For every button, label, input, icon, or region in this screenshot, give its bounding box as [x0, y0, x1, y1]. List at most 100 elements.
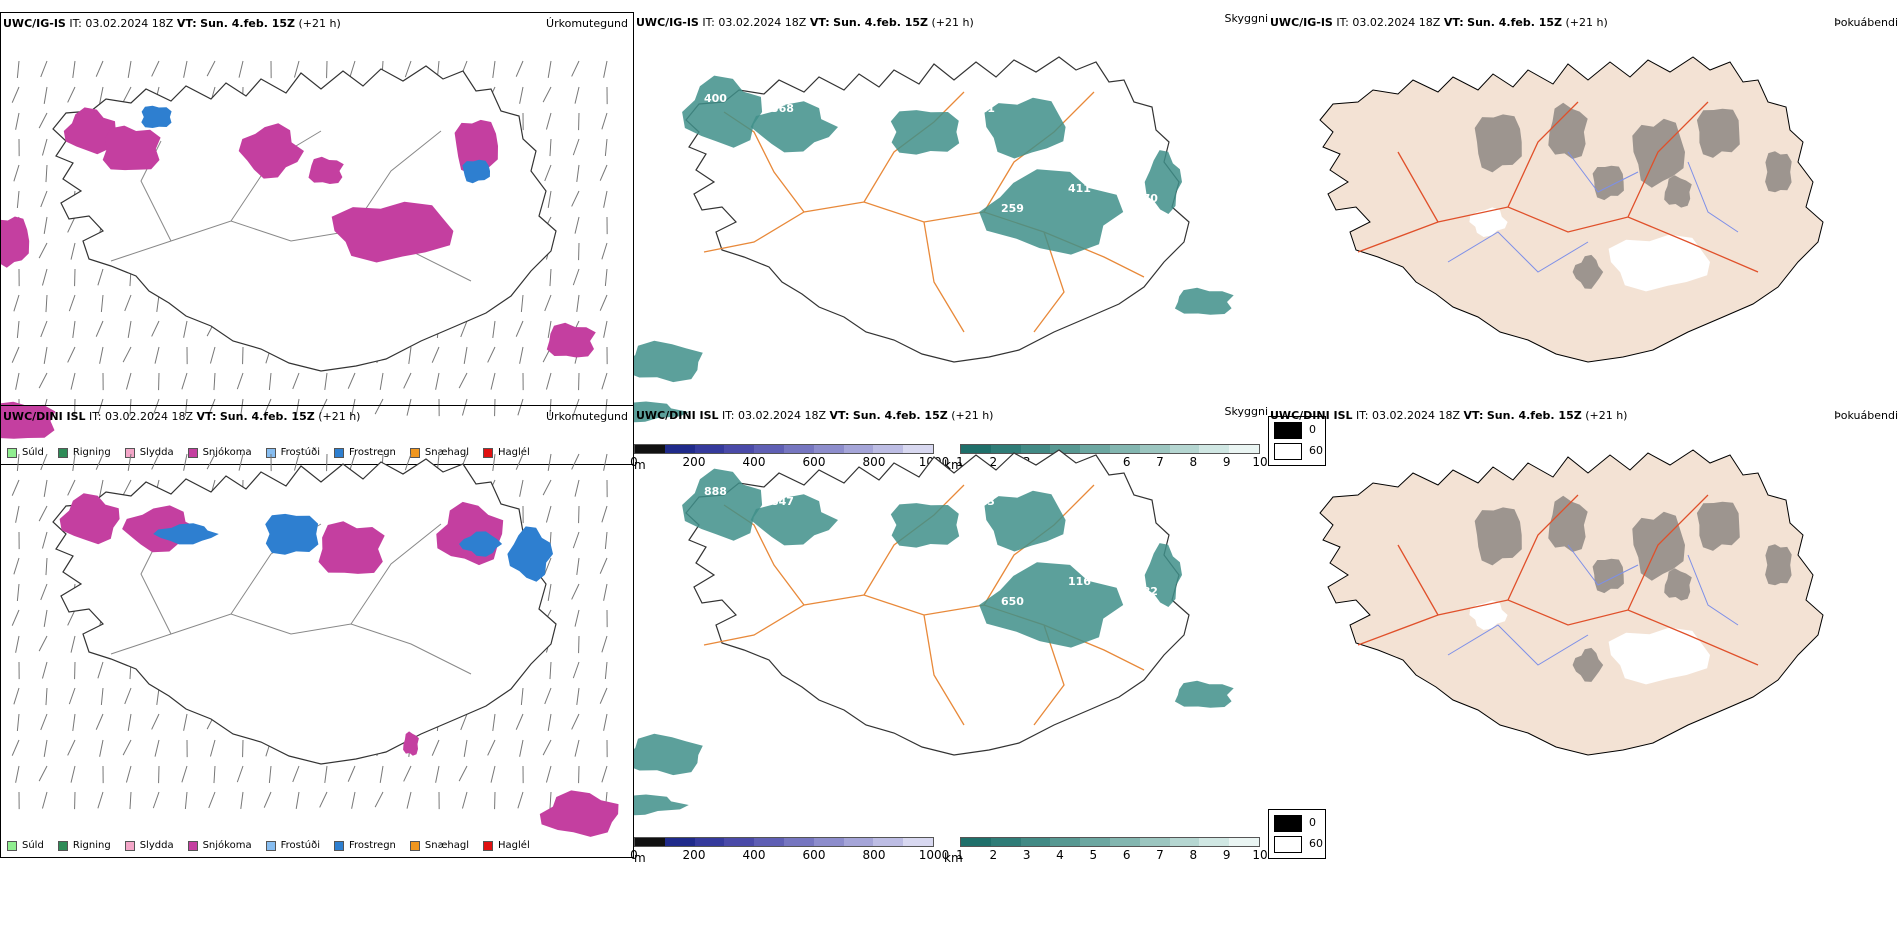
- wind-barb: [549, 268, 552, 287]
- wind-barb: [95, 60, 104, 77]
- wind-barb: [67, 216, 76, 233]
- scale-tick-label: 1: [956, 848, 964, 862]
- wind-barb: [601, 242, 608, 260]
- wind-barb: [124, 294, 132, 312]
- low-visibility-area: [890, 110, 960, 155]
- wind-barb: [404, 60, 412, 78]
- wind-barb: [349, 60, 356, 78]
- scale-cell: [903, 445, 933, 453]
- fog-index-cell: [1572, 254, 1604, 289]
- forecast-row: UWC/IG-IS IT: 03.02.2024 18Z VT: Sun. 4.…: [0, 12, 1900, 482]
- wind-barb: [520, 294, 524, 313]
- panel-title: UWC/DINI ISL IT: 03.02.2024 18Z VT: Sun.…: [3, 410, 361, 423]
- wind-barb: [599, 164, 608, 181]
- wind-barb: [603, 453, 608, 471]
- low-visibility-area: [979, 562, 1124, 648]
- cloud-base-label: 847: [771, 495, 794, 508]
- panel-title: UWC/IG-IS IT: 03.02.2024 18Z VT: Sun. 4.…: [3, 17, 341, 30]
- wind-barb: [18, 268, 20, 287]
- wind-barb: [97, 791, 104, 809]
- precip-area: [265, 513, 319, 555]
- wind-barb: [16, 453, 20, 472]
- wind-barb: [186, 739, 188, 758]
- scale-cell: [1020, 838, 1051, 846]
- cloud-base-label: 186: [1106, 137, 1129, 150]
- scale-tick-label: 10: [1252, 848, 1268, 862]
- cloud-base-label: 933: [972, 495, 995, 508]
- wind-barb: [603, 60, 608, 78]
- scale-tick-label: 8: [1189, 848, 1198, 862]
- wind-barb: [238, 60, 244, 78]
- wind-barb: [599, 557, 608, 574]
- wind-barb: [606, 609, 608, 628]
- scale-tick-label: 1: [956, 455, 964, 469]
- wind-barb: [41, 268, 48, 286]
- lead-time: (+21 h): [1565, 16, 1608, 29]
- wind-barb: [547, 453, 552, 471]
- wind-barb: [208, 791, 216, 809]
- scale-cell: [664, 445, 695, 453]
- scale-tick-label: 5: [1089, 848, 1098, 862]
- legend-item: Snæhagl: [409, 447, 470, 458]
- valid-time: Sun. 4.feb. 15Z: [852, 409, 948, 422]
- legend-swatch: [187, 840, 198, 851]
- init-time: 03.02.2024 18Z: [1352, 16, 1441, 29]
- fog-index-cell: [1474, 507, 1522, 566]
- legend-label: Snæhagl: [424, 447, 470, 458]
- wind-barb: [122, 86, 132, 103]
- legend-label-light: 60: [1309, 444, 1323, 457]
- fog-index-cell: [1572, 647, 1604, 682]
- legend-item: Snjókoma: [187, 447, 252, 458]
- wind-barb: [578, 765, 580, 784]
- lead-time: (+21 h): [1585, 409, 1628, 422]
- wind-barb: [122, 739, 132, 756]
- wind-barb: [122, 346, 132, 363]
- valid-time: Sun. 4.feb. 15Z: [219, 410, 315, 423]
- wind-barb: [70, 635, 76, 653]
- legend-item: Frostregn: [334, 447, 396, 458]
- wind-barb: [545, 505, 552, 523]
- scale-cell: [694, 445, 725, 453]
- wind-barb: [351, 398, 356, 416]
- wind-barb: [604, 661, 608, 680]
- wind-barb: [11, 86, 20, 103]
- legend-item: Frostúði: [265, 840, 320, 851]
- wind-barb: [18, 531, 20, 550]
- model-name: UWC/DINI ISL: [636, 409, 719, 422]
- low-visibility-area: [1174, 287, 1234, 315]
- cloud-base-label: 447: [905, 485, 928, 498]
- legend-label: Slydda: [139, 447, 174, 458]
- wind-barb: [374, 398, 384, 415]
- wind-barb: [40, 453, 48, 471]
- wind-barb: [601, 372, 608, 390]
- scale-cell: [1139, 445, 1170, 453]
- valid-time: Sun. 4.feb. 15Z: [833, 16, 929, 29]
- roads: [110, 523, 472, 675]
- fog-index-cell: [1632, 511, 1685, 581]
- wind-barb: [40, 320, 48, 338]
- fog-index-cell: [1548, 495, 1588, 552]
- wind-barb: [458, 372, 468, 389]
- cloud-base-label: 982: [1135, 585, 1158, 598]
- wind-barb: [487, 739, 496, 756]
- legend-label-light: 60: [1309, 837, 1323, 850]
- wind-barb: [152, 791, 160, 809]
- visibility-unit: km: [944, 851, 963, 865]
- wind-barb: [347, 765, 356, 782]
- cloud-base-label: 101: [934, 192, 957, 205]
- wind-barb: [68, 294, 76, 312]
- scale-cell: [724, 445, 755, 453]
- wind-barb: [100, 294, 104, 313]
- wind-barb: [431, 346, 440, 363]
- legend-swatch: [124, 840, 135, 851]
- wind-barb: [547, 190, 552, 208]
- road-network: [1357, 494, 1759, 666]
- scale-tick-label: 7: [1156, 848, 1164, 862]
- legend-swatch: [483, 840, 494, 851]
- wind-barb: [43, 346, 48, 364]
- wind-barb: [545, 372, 552, 390]
- wind-barb: [515, 453, 524, 470]
- wind-barb: [601, 112, 608, 130]
- wind-barb: [603, 190, 608, 208]
- fog-index-cell: [1548, 102, 1588, 159]
